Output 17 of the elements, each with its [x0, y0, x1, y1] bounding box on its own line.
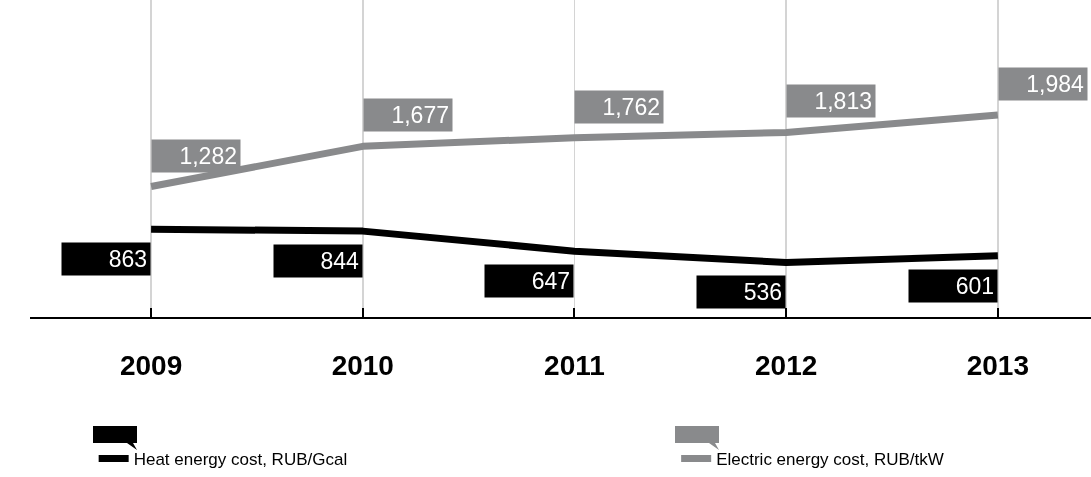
- x-tick-label: 2011: [544, 349, 605, 381]
- data-label: 844: [320, 248, 359, 274]
- data-label: 1,813: [814, 88, 872, 114]
- x-tick-label: 2012: [755, 349, 818, 381]
- data-label: 1,762: [602, 94, 660, 120]
- data-label: 647: [531, 268, 570, 294]
- legend-label: Electric energy cost, RUB/tkW: [716, 450, 944, 470]
- data-label: 601: [955, 273, 994, 299]
- data-label: 536: [743, 279, 782, 305]
- x-tick-label: 2013: [966, 349, 1030, 381]
- x-tick-label: 2010: [331, 349, 394, 381]
- legend-label: Heat energy cost, RUB/Gcal: [133, 450, 348, 470]
- data-label: 1,677: [391, 102, 449, 128]
- data-label: 863: [108, 246, 147, 272]
- data-label: 1,282: [179, 143, 237, 169]
- x-tick-label: 2009: [119, 349, 183, 381]
- data-label: 1,984: [1026, 71, 1084, 97]
